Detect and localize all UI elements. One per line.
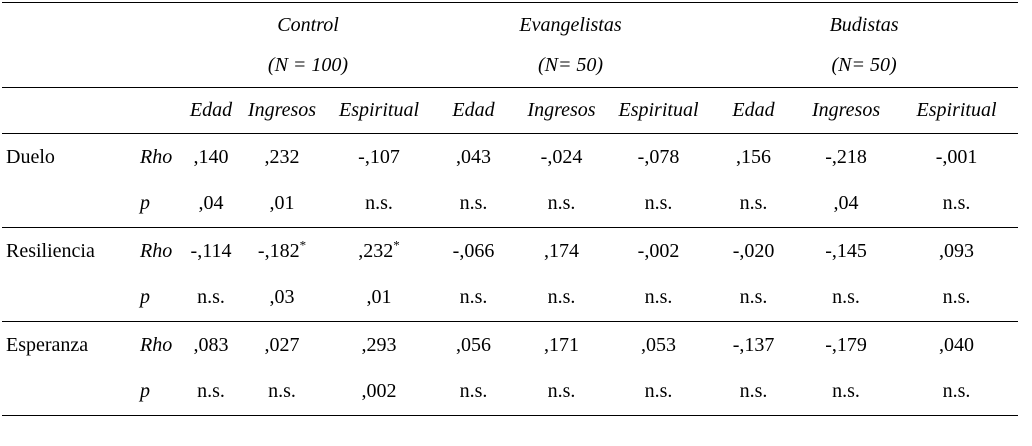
- corner-cell: [128, 87, 185, 134]
- correlation-table: Control (N = 100) Evangelistas (N= 50) B…: [2, 2, 1019, 416]
- rho-value-cell: ,140: [193, 145, 229, 168]
- p-value-cell: n.s.: [516, 180, 607, 228]
- table-row-duelo-p: p ,04 ,01 n.s. n.s. n.s. n.s. n.s. ,04 n…: [2, 180, 1019, 228]
- rho-value-cell: -,137: [732, 333, 775, 356]
- p-value-cell: n.s.: [710, 368, 798, 416]
- rho-value-cell: ,027: [264, 333, 300, 356]
- column-header-espiritual: Espiritual: [607, 87, 711, 134]
- row-label-empty: [2, 368, 128, 416]
- p-value-cell: ,002: [327, 368, 431, 416]
- p-value-cell: n.s.: [895, 368, 1019, 416]
- p-value-cell: n.s.: [431, 274, 516, 322]
- column-header-ingresos: Ingresos: [516, 87, 607, 134]
- p-value-cell: n.s.: [607, 368, 711, 416]
- corner-cell: [2, 87, 128, 134]
- rho-value-cell: ,083: [193, 333, 229, 356]
- rho-value-cell: -,218: [825, 145, 867, 168]
- column-header-ingresos: Ingresos: [237, 87, 327, 134]
- table-row-esperanza-rho: Esperanza Rho ,083 ,027 ,293 ,056 ,171 ,…: [2, 322, 1018, 369]
- p-value-cell: n.s.: [710, 274, 798, 322]
- p-value-cell: n.s.: [797, 274, 896, 322]
- p-value-cell: n.s.: [431, 368, 516, 416]
- group-name: Budistas: [829, 14, 899, 36]
- stat-label-p: p: [128, 274, 185, 322]
- group-name: Control: [277, 14, 339, 36]
- stat-label-rho: Rho: [140, 239, 173, 262]
- group-n: (N= 50): [831, 54, 897, 76]
- group-header-control: Control (N = 100): [185, 2, 431, 88]
- row-label-empty: [2, 274, 128, 322]
- p-value-cell: n.s.: [185, 274, 237, 322]
- rho-value-cell: ,156: [736, 145, 772, 168]
- p-value-cell: ,01: [237, 180, 327, 228]
- group-name: Evangelistas: [519, 14, 622, 36]
- rho-value-cell: -,114: [190, 239, 232, 262]
- corner-cell: [2, 2, 128, 88]
- rho-value-cell: ,232: [264, 145, 300, 168]
- column-header-espiritual: Espiritual: [327, 87, 431, 134]
- group-header-row: Control (N = 100) Evangelistas (N= 50) B…: [2, 2, 1019, 88]
- stat-label-p: p: [128, 180, 185, 228]
- rho-value-cell: -,078: [637, 145, 680, 168]
- p-value-cell: n.s.: [516, 274, 607, 322]
- table-row-resiliencia-p: p n.s. ,03 ,01 n.s. n.s. n.s. n.s. n.s. …: [2, 274, 1019, 322]
- rho-value-cell: ,174: [544, 239, 579, 262]
- p-value-cell: n.s.: [797, 368, 896, 416]
- rho-value-cell: -,002: [637, 239, 680, 262]
- column-header-edad: Edad: [710, 87, 798, 134]
- rho-value-cell: ,040: [939, 333, 975, 356]
- p-value-cell: n.s.: [710, 180, 798, 228]
- rho-value-cell: -,024: [540, 145, 583, 168]
- group-header-budistas: Budistas (N= 50): [710, 2, 1019, 88]
- stat-label-p: p: [128, 368, 185, 416]
- rho-value-cell: -,145: [825, 239, 867, 262]
- rho-value-cell: -,107: [358, 145, 400, 168]
- rho-value-cell: -,020: [732, 239, 775, 262]
- rho-value-cell: ,093: [939, 239, 975, 262]
- rho-value-cell: ,232*: [358, 237, 400, 262]
- p-value-cell: n.s.: [327, 180, 431, 228]
- stat-label-rho: Rho: [140, 145, 173, 168]
- group-n: (N = 100): [267, 54, 349, 76]
- row-label-empty: [2, 180, 128, 228]
- row-label: Resiliencia: [6, 239, 95, 262]
- column-header-ingresos: Ingresos: [797, 87, 896, 134]
- group-header-evangelistas: Evangelistas (N= 50): [431, 2, 711, 88]
- rho-value-cell: ,056: [456, 333, 491, 356]
- table-row-esperanza-p: p n.s. n.s. ,002 n.s. n.s. n.s. n.s. n.s…: [2, 368, 1019, 416]
- p-value-cell: ,04: [797, 180, 896, 228]
- rho-value-cell: ,043: [456, 145, 491, 168]
- p-value-cell: n.s.: [895, 274, 1019, 322]
- row-label: Esperanza: [6, 333, 89, 356]
- p-value-cell: n.s.: [895, 180, 1019, 228]
- column-header-row: Edad Ingresos Espiritual Edad Ingresos E…: [2, 87, 1019, 134]
- p-value-cell: n.s.: [516, 368, 607, 416]
- table-row-resiliencia-rho: Resiliencia Rho -,114 -,182* ,232* -,066…: [2, 228, 1018, 275]
- rho-value-cell: ,171: [544, 333, 579, 356]
- rho-value-cell: ,053: [641, 333, 677, 356]
- column-header-edad: Edad: [431, 87, 516, 134]
- rho-value-cell: -,179: [825, 333, 867, 356]
- p-value-cell: ,01: [327, 274, 431, 322]
- p-value-cell: n.s.: [431, 180, 516, 228]
- p-value-cell: n.s.: [237, 368, 327, 416]
- p-value-cell: n.s.: [607, 274, 711, 322]
- stat-label-rho: Rho: [140, 333, 173, 356]
- rho-value-cell: -,182*: [257, 237, 307, 262]
- p-value-cell: n.s.: [185, 368, 237, 416]
- p-value-cell: ,04: [185, 180, 237, 228]
- p-value-cell: ,03: [237, 274, 327, 322]
- rho-value-cell: -,066: [452, 239, 495, 262]
- row-label: Duelo: [6, 145, 55, 168]
- corner-cell: [128, 2, 185, 88]
- column-header-espiritual: Espiritual: [895, 87, 1019, 134]
- rho-value-cell: -,001: [935, 145, 978, 168]
- p-value-cell: n.s.: [607, 180, 711, 228]
- group-n: (N= 50): [537, 54, 604, 76]
- column-header-edad: Edad: [185, 87, 237, 134]
- rho-value-cell: ,293: [361, 333, 397, 356]
- table-row-duelo-rho: Duelo Rho ,140 ,232 -,107 ,043 -,024 -,0…: [2, 134, 1018, 181]
